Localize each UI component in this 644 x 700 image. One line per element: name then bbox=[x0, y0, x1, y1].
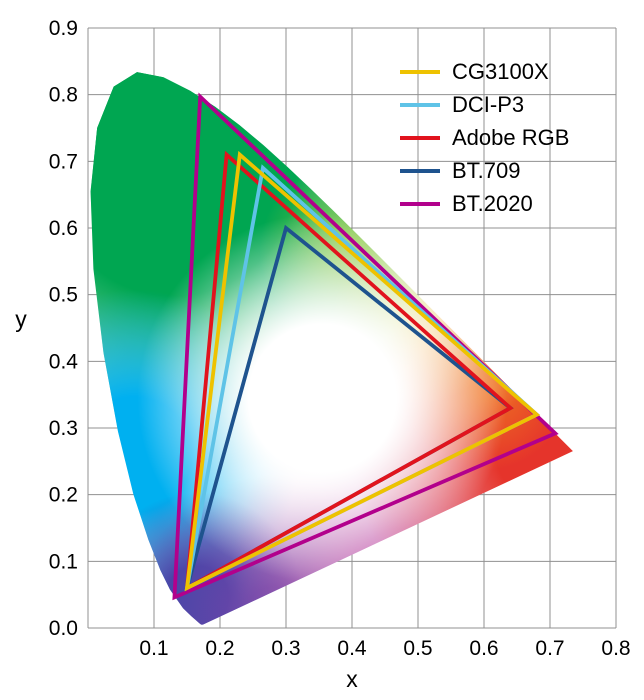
legend-label: CG3100X bbox=[452, 58, 549, 84]
svg-text:0.1: 0.1 bbox=[49, 550, 78, 573]
legend-label: Adobe RGB bbox=[452, 124, 570, 150]
svg-text:0.7: 0.7 bbox=[49, 150, 78, 173]
svg-text:0.8: 0.8 bbox=[601, 637, 630, 660]
legend-item: BT.709 bbox=[400, 157, 569, 183]
legend-item: Adobe RGB bbox=[400, 124, 570, 150]
legend-label: DCI-P3 bbox=[452, 91, 525, 117]
svg-text:0.4: 0.4 bbox=[49, 350, 79, 373]
gamut-triangle-BT.2020 bbox=[172, 92, 559, 601]
y-axis-label: y bbox=[15, 306, 27, 332]
fill-green-top bbox=[90, 72, 286, 240]
svg-text:0.0: 0.0 bbox=[49, 617, 78, 640]
y-tick-labels: 0.0 0.1 0.2 0.3 0.4 0.5 0.6 0.7 0.8 0.9 bbox=[49, 17, 79, 640]
svg-text:0.7: 0.7 bbox=[535, 637, 564, 660]
svg-text:0.2: 0.2 bbox=[49, 484, 78, 507]
svg-text:0.6: 0.6 bbox=[469, 637, 498, 660]
legend-label: BT.709 bbox=[452, 157, 521, 183]
legend-line-swatch bbox=[400, 69, 440, 74]
legend-line-swatch bbox=[400, 168, 440, 173]
gamut-triangle-Adobe RGB bbox=[184, 150, 514, 592]
x-axis-label: x bbox=[346, 666, 358, 692]
svg-text:0.6: 0.6 bbox=[49, 217, 78, 240]
legend-item: BT.2020 bbox=[400, 190, 569, 216]
x-tick-labels: 0.1 0.2 0.3 0.4 0.5 0.6 0.7 0.8 bbox=[139, 637, 630, 660]
gamut-triangle-CG3100X bbox=[184, 150, 541, 592]
legend-line-swatch bbox=[400, 201, 440, 206]
svg-text:0.4: 0.4 bbox=[337, 637, 367, 660]
svg-text:0.1: 0.1 bbox=[139, 637, 168, 660]
legend-label: BT.2020 bbox=[452, 190, 533, 216]
legend-item: DCI-P3 bbox=[400, 91, 569, 117]
svg-text:0.3: 0.3 bbox=[49, 417, 78, 440]
legend-line-swatch bbox=[400, 102, 440, 107]
svg-text:0.9: 0.9 bbox=[49, 17, 78, 40]
svg-text:0.8: 0.8 bbox=[49, 84, 78, 107]
svg-text:0.5: 0.5 bbox=[49, 284, 78, 307]
svg-text:0.3: 0.3 bbox=[271, 637, 300, 660]
legend-item: CG3100X bbox=[400, 58, 569, 84]
svg-text:0.5: 0.5 bbox=[403, 637, 432, 660]
svg-text:0.2: 0.2 bbox=[205, 637, 234, 660]
legend: CG3100X DCI-P3 Adobe RGB BT.709 BT.2020 bbox=[400, 58, 570, 216]
legend-line-swatch bbox=[400, 135, 440, 140]
